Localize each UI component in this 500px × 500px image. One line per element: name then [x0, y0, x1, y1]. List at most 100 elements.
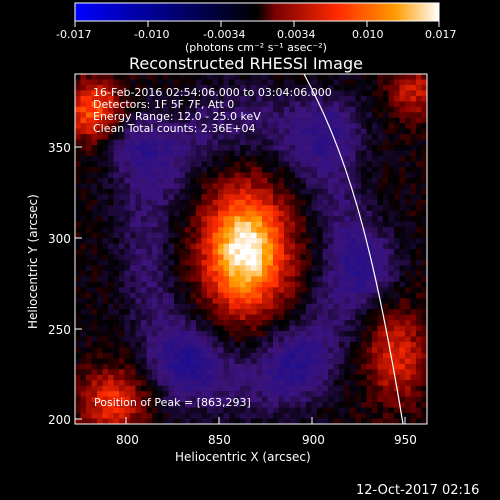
- heatmap-cell: [201, 79, 208, 86]
- heatmap-cell: [75, 407, 81, 414]
- heatmap-cell: [267, 331, 274, 337]
- heatmap-cell: [86, 402, 92, 408]
- heatmap-cell: [306, 396, 312, 403]
- heatmap-cell: [366, 161, 373, 168]
- heatmap-cell: [86, 106, 92, 113]
- heatmap-cell: [383, 298, 389, 304]
- solar-limb-curve: [303, 73, 404, 425]
- heatmap-cell: [355, 172, 362, 179]
- heatmap-cell: [163, 270, 169, 277]
- heatmap-cell: [267, 281, 274, 288]
- heatmap-cell: [240, 79, 246, 86]
- heatmap-cell: [157, 363, 164, 370]
- heatmap-cell: [361, 309, 367, 315]
- heatmap-cell: [168, 216, 175, 222]
- heatmap-cell: [278, 74, 285, 80]
- heatmap-cell: [388, 134, 395, 140]
- heatmap-cell: [212, 172, 219, 179]
- heatmap-cell: [344, 352, 351, 359]
- heatmap-cell: [245, 139, 252, 146]
- heatmap-cell: [80, 243, 87, 250]
- heatmap-cell: [344, 396, 351, 403]
- heatmap-cell: [344, 336, 351, 343]
- heatmap-cell: [421, 177, 427, 184]
- heatmap-cell: [295, 166, 301, 173]
- heatmap-cell: [218, 292, 224, 299]
- heatmap-cell: [141, 265, 147, 272]
- chart-title: Reconstructed RHESSI Image: [129, 54, 363, 73]
- heatmap-cell: [207, 194, 213, 200]
- heatmap-cell: [262, 407, 268, 414]
- heatmap-cell: [377, 314, 384, 321]
- heatmap-cell: [322, 216, 329, 222]
- heatmap-cell: [163, 254, 169, 261]
- heatmap-cell: [245, 276, 252, 283]
- heatmap-cell: [135, 101, 142, 108]
- heatmap-cell: [130, 238, 136, 244]
- heatmap-cell: [262, 287, 268, 293]
- heatmap-cell: [113, 407, 120, 414]
- heatmap-cell: [163, 123, 169, 129]
- heatmap-cell: [229, 287, 235, 293]
- heatmap-cell: [344, 161, 351, 168]
- heatmap-cell: [339, 227, 345, 233]
- heatmap-cell: [306, 287, 312, 293]
- heatmap-cell: [207, 199, 213, 206]
- heatmap-cell: [190, 325, 197, 332]
- heatmap-cell: [377, 276, 384, 283]
- heatmap-cell: [377, 177, 384, 184]
- heatmap-cell: [394, 341, 400, 348]
- heatmap-cell: [295, 117, 301, 124]
- heatmap-cell: [196, 74, 202, 80]
- heatmap-cell: [383, 259, 389, 266]
- heatmap-cell: [361, 188, 367, 195]
- heatmap-cell: [108, 221, 114, 228]
- heatmap-cell: [174, 336, 180, 343]
- heatmap-cell: [311, 150, 318, 157]
- heatmap-cell: [267, 347, 274, 354]
- heatmap-cell: [102, 194, 109, 200]
- heatmap-cell: [256, 303, 263, 310]
- heatmap-cell: [388, 84, 395, 91]
- heatmap-cell: [91, 407, 98, 414]
- heatmap-cell: [141, 79, 147, 86]
- heatmap-cell: [267, 161, 274, 168]
- heatmap-cell: [366, 358, 373, 365]
- heatmap-cell: [311, 117, 318, 124]
- heatmap-cell: [86, 232, 92, 239]
- heatmap-cell: [344, 150, 351, 157]
- heatmap-cell: [163, 199, 169, 206]
- heatmap-cell: [317, 287, 323, 293]
- heatmap-cell: [273, 363, 279, 370]
- heatmap-cell: [421, 287, 427, 293]
- heatmap-cell: [124, 303, 131, 310]
- heatmap-cell: [361, 374, 367, 381]
- heatmap-cell: [256, 216, 263, 222]
- heatmap-cell: [339, 254, 345, 261]
- heatmap-cell: [416, 232, 422, 239]
- heatmap-cell: [119, 216, 125, 222]
- heatmap-cell: [273, 374, 279, 381]
- heatmap-cell: [372, 221, 378, 228]
- heatmap-cell: [350, 172, 356, 179]
- footer-timestamp: 12-Oct-2017 02:16: [356, 483, 479, 498]
- heatmap-cell: [168, 303, 175, 310]
- heatmap-cell: [234, 112, 241, 118]
- heatmap-cell: [366, 391, 373, 397]
- heatmap-cell: [102, 210, 109, 217]
- heatmap-cell: [328, 347, 334, 354]
- heatmap-cell: [75, 90, 81, 97]
- heatmap-cell: [322, 259, 329, 266]
- heatmap-cell: [410, 84, 417, 91]
- heatmap-cell: [141, 101, 147, 108]
- heatmap-cell: [339, 363, 345, 370]
- heatmap-cell: [289, 341, 296, 348]
- heatmap-cell: [141, 303, 147, 310]
- heatmap-cell: [289, 199, 296, 206]
- heatmap-cell: [97, 210, 103, 217]
- heatmap-cell: [394, 314, 400, 321]
- heatmap-cell: [410, 341, 417, 348]
- heatmap-cell: [394, 205, 400, 211]
- heatmap-cell: [174, 194, 180, 200]
- heatmap-cell: [355, 166, 362, 173]
